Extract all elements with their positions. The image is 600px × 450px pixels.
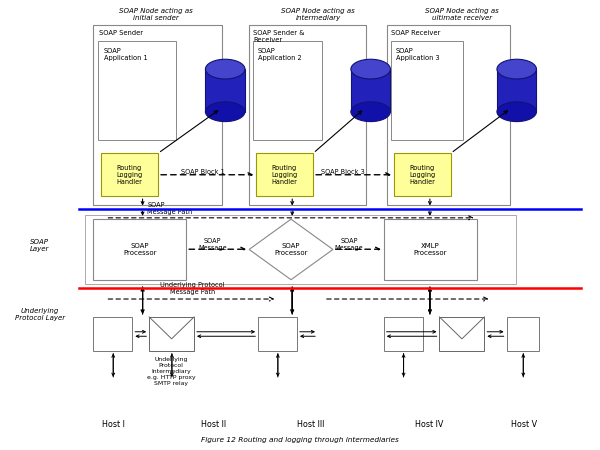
Text: SOAP
Message Path: SOAP Message Path [148,202,193,215]
Polygon shape [249,219,333,280]
Bar [253,41,322,140]
Text: Host IV: Host IV [415,420,443,429]
Text: SOAP
Message: SOAP Message [335,238,364,251]
Text: SOAP Receiver: SOAP Receiver [391,30,440,36]
Bar [258,317,297,351]
Bar [351,69,391,112]
Text: Routing
Logging
Handler: Routing Logging Handler [409,165,435,185]
Bar [149,317,194,351]
Text: Host V: Host V [511,420,538,429]
Text: Underlying
Protocol
Intermediary
e.g. HTTP proxy
SMTP relay: Underlying Protocol Intermediary e.g. HT… [147,357,196,386]
Bar [94,219,186,280]
Bar [394,153,451,196]
Text: Host I: Host I [102,420,125,429]
Text: SOAP
Layer: SOAP Layer [30,238,49,252]
Text: SOAP Node acting as
initial sender: SOAP Node acting as initial sender [119,7,193,21]
Ellipse shape [351,102,391,122]
Text: SOAP Node acting as
ultimate receiver: SOAP Node acting as ultimate receiver [425,7,499,21]
Text: Host III: Host III [297,420,325,429]
Bar [249,25,366,205]
Ellipse shape [351,59,391,79]
Text: Host II: Host II [200,420,226,429]
Ellipse shape [205,102,245,122]
Bar [387,25,509,205]
Text: SOAP Block 1: SOAP Block 1 [181,169,225,175]
Bar [98,41,176,140]
Text: SOAP Node acting as
intermediary: SOAP Node acting as intermediary [281,7,355,21]
Text: SOAP
Processor: SOAP Processor [274,243,308,256]
Text: Figure 12 Routing and logging through intermediaries: Figure 12 Routing and logging through in… [201,436,399,443]
Bar [506,317,539,351]
Text: Routing
Logging
Handler: Routing Logging Handler [271,165,298,185]
Text: SOAP Sender: SOAP Sender [100,30,143,36]
Bar [94,25,222,205]
Bar [439,317,484,351]
Text: SOAP Sender &
Receiver: SOAP Sender & Receiver [253,30,305,43]
Bar [205,69,245,112]
Text: Underlying
Protocol Layer: Underlying Protocol Layer [14,308,65,321]
Text: SOAP
Application 2: SOAP Application 2 [258,48,302,61]
Text: SOAP
Application 1: SOAP Application 1 [104,48,147,61]
Bar [497,69,536,112]
Text: SOAP Block 3: SOAP Block 3 [321,169,365,175]
Bar [85,215,515,284]
Ellipse shape [497,59,536,79]
Bar [256,153,313,196]
Bar [384,317,423,351]
Bar [391,41,463,140]
Text: Underlying Protocol
Message Path: Underlying Protocol Message Path [160,282,224,295]
Text: SOAP
Application 3: SOAP Application 3 [396,48,439,61]
Bar [384,219,476,280]
Bar [101,153,158,196]
Text: SOAP
Processor: SOAP Processor [123,243,157,256]
Bar [94,317,133,351]
Text: XMLP
Processor: XMLP Processor [413,243,447,256]
Text: Routing
Logging
Handler: Routing Logging Handler [116,165,143,185]
Text: SOAP
Message: SOAP Message [198,238,227,251]
Ellipse shape [205,59,245,79]
Ellipse shape [497,102,536,122]
